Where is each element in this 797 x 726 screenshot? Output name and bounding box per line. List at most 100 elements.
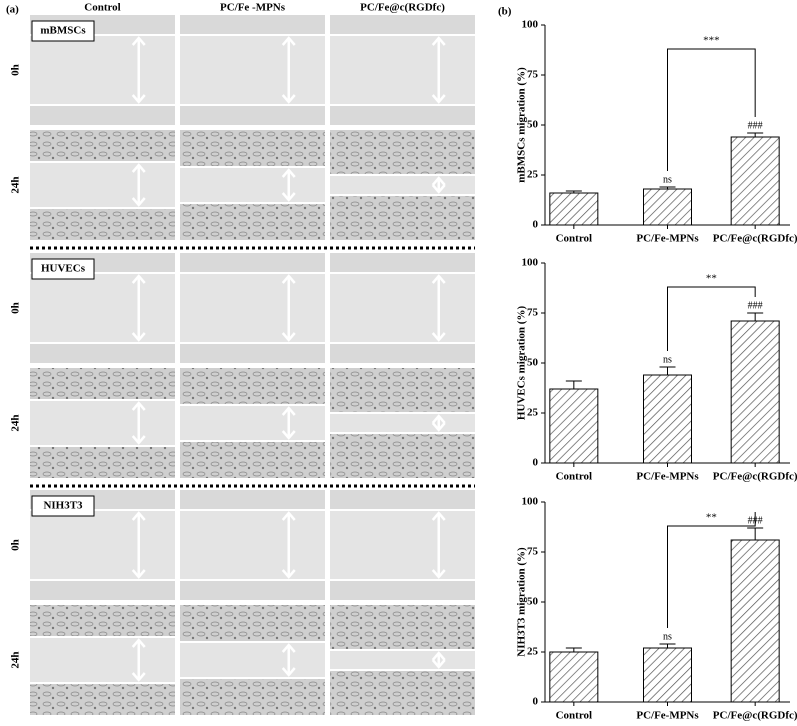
y-tick-label: 25 — [527, 407, 539, 419]
x-tick-label: PC/Fe@c(RGDfc) — [713, 471, 797, 483]
y-axis-label: HUVECs migration (%) — [516, 306, 528, 421]
arrow-head — [131, 163, 146, 207]
arrow-head — [281, 406, 296, 440]
row-label: 0h — [10, 64, 22, 76]
arrow-head — [431, 414, 446, 432]
wound-gap — [30, 637, 175, 683]
wound-gap — [30, 400, 175, 446]
y-tick-label: 100 — [522, 496, 539, 508]
wound-gap — [330, 175, 475, 195]
y-tick-label: 100 — [522, 19, 539, 31]
group-tag: mBMSCs — [40, 25, 86, 37]
arrow-head — [431, 511, 446, 579]
x-tick-label: PC/Fe@c(RGDfc) — [713, 710, 797, 721]
wound-gap — [180, 273, 325, 343]
x-tick-label: PC/Fe@c(RGDfc) — [713, 233, 797, 245]
bracket — [667, 512, 756, 628]
arrow-head — [281, 643, 296, 677]
wound-gap — [180, 35, 325, 105]
row-label: 24h — [10, 176, 22, 193]
wound-gap — [330, 510, 475, 580]
wound-gap — [330, 35, 475, 105]
arrow-head — [131, 511, 146, 579]
wound-gap — [180, 167, 325, 203]
column-header: PC/Fe -MPNs — [220, 2, 286, 14]
x-tick-label: Control — [556, 710, 592, 721]
arrow-head — [131, 36, 146, 104]
y-tick-label: 0 — [533, 696, 539, 708]
significance-label: ### — [748, 300, 763, 311]
arrow-head — [431, 274, 446, 342]
wound-gap — [330, 650, 475, 670]
group-tag-box — [31, 20, 95, 42]
arrow-head — [431, 651, 446, 669]
error-bar — [659, 643, 676, 648]
group-tag-box — [31, 258, 95, 280]
wound-gap — [30, 510, 175, 580]
x-tick-label: PC/Fe-MPNs — [636, 710, 699, 721]
group-tag: HUVECs — [41, 263, 86, 275]
column-header: PC/Fe@c(RGDfc) — [360, 2, 445, 14]
wound-gap — [30, 273, 175, 343]
significance-label: ns — [663, 174, 672, 185]
group-tag: NIH3T3 — [43, 500, 83, 512]
bar — [549, 192, 599, 226]
y-tick-label: 50 — [527, 596, 539, 608]
error-bar — [565, 380, 582, 389]
bar — [549, 388, 599, 464]
y-axis-label: NIH3T3 migration (%) — [516, 547, 528, 657]
arrow-head — [281, 36, 296, 104]
bracket-label: *** — [703, 35, 720, 47]
wound-gap — [330, 413, 475, 433]
arrow-head — [131, 401, 146, 445]
y-tick-label: 50 — [527, 357, 539, 369]
bar — [643, 188, 692, 226]
y-tick-label: 25 — [527, 169, 539, 181]
row-label: 0h — [10, 302, 22, 314]
y-tick-label: 50 — [527, 119, 539, 131]
significance-label: ### — [748, 120, 763, 131]
y-axis-label: mBMSCs migration (%) — [516, 67, 528, 183]
error-bar — [747, 312, 764, 321]
bar — [730, 539, 780, 703]
bar — [730, 136, 780, 226]
x-tick-label: PC/Fe-MPNs — [636, 471, 699, 483]
arrow-head — [281, 168, 296, 202]
wound-gap — [30, 35, 175, 105]
arrow-head — [431, 176, 446, 194]
row-label: 24h — [10, 651, 22, 668]
bar — [549, 651, 599, 703]
row-label: 0h — [10, 539, 22, 551]
error-bar — [747, 527, 764, 540]
y-tick-label: 25 — [527, 646, 539, 658]
y-tick-label: 0 — [533, 219, 539, 231]
wound-gap — [180, 405, 325, 441]
panel-label: (b) — [498, 6, 512, 18]
arrow-head — [281, 274, 296, 342]
row-label: 24h — [10, 414, 22, 431]
panel-label: (a) — [6, 4, 19, 16]
x-tick-label: PC/Fe-MPNs — [636, 233, 699, 245]
error-bar — [747, 132, 764, 137]
y-tick-label: 75 — [527, 546, 539, 558]
y-tick-label: 75 — [527, 69, 539, 81]
y-tick-label: 100 — [522, 257, 539, 269]
y-tick-label: 0 — [533, 457, 539, 469]
column-header: Control — [84, 2, 120, 14]
bracket — [667, 48, 756, 171]
x-tick-label: Control — [556, 233, 592, 245]
y-tick-label: 75 — [527, 307, 539, 319]
x-tick-label: Control — [556, 471, 592, 483]
wound-gap — [330, 273, 475, 343]
significance-label: ns — [663, 354, 672, 365]
wound-gap — [30, 162, 175, 208]
significance-label: ns — [663, 631, 672, 642]
error-bar — [659, 186, 676, 189]
bar — [730, 320, 780, 464]
group-tag-box — [31, 495, 95, 517]
arrow-head — [431, 36, 446, 104]
wound-gap — [180, 642, 325, 678]
error-bar — [659, 366, 676, 375]
bar — [643, 647, 692, 703]
